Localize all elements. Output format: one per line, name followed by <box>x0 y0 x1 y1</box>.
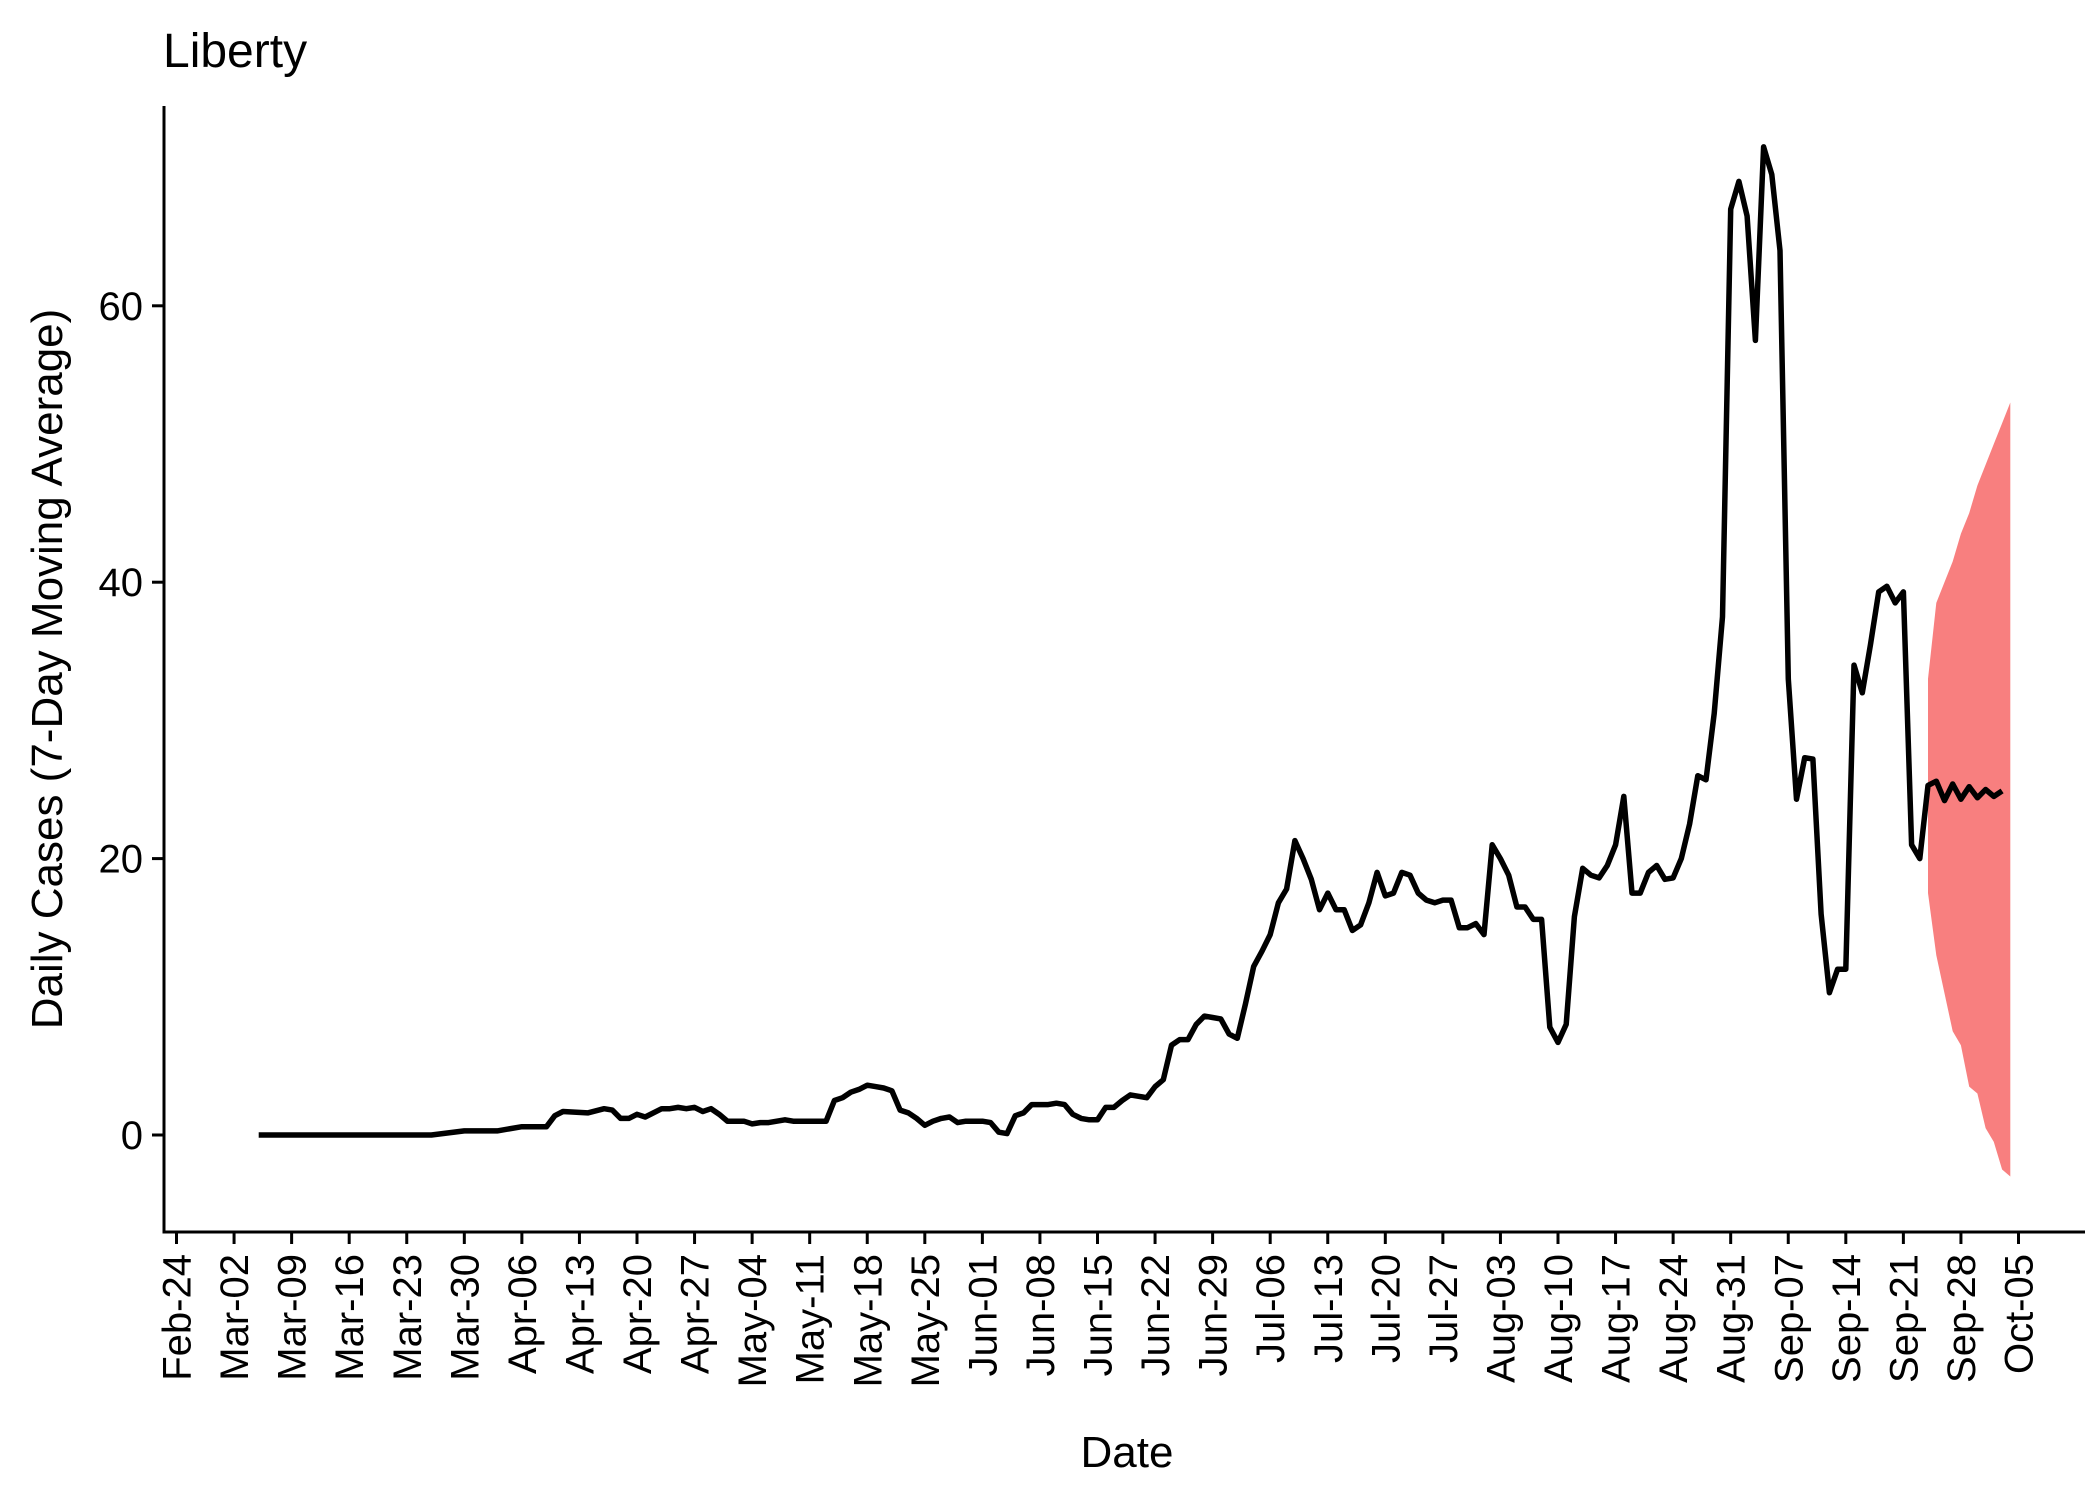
x-axis: Feb-24 Mar-02 Mar-09 Mar-16 Mar-23 Mar-30 Apr-… <box>156 1232 2042 1387</box>
x-tick-label: Feb-24 <box>156 1254 200 1381</box>
x-tick-label: Aug-17 <box>1595 1254 1639 1383</box>
x-tick-label: Jun-22 <box>1134 1254 1178 1376</box>
x-tick-label: Apr-27 <box>674 1254 718 1374</box>
x-tick-label: May-11 <box>789 1254 833 1384</box>
x-tick-label: Mar-30 <box>443 1254 487 1381</box>
x-tick-label: May-04 <box>731 1254 775 1387</box>
x-tick-label: Mar-02 <box>213 1254 257 1381</box>
x-tick-label: Mar-16 <box>328 1254 372 1381</box>
x-tick-label: Jul-13 <box>1307 1254 1351 1363</box>
x-tick-label: Oct-05 <box>1998 1254 2042 1374</box>
x-tick-label: Jun-29 <box>1192 1254 1236 1376</box>
x-tick-label: Sep-28 <box>1940 1254 1984 1383</box>
x-tick-label: Apr-20 <box>616 1254 660 1374</box>
plot-area <box>258 144 2011 1177</box>
x-axis-label: Date <box>1081 1428 1174 1477</box>
y-tick-label: 60 <box>99 285 144 329</box>
y-tick-label: 0 <box>121 1114 143 1158</box>
x-tick-label: Aug-10 <box>1537 1254 1581 1383</box>
x-tick-label: Apr-06 <box>501 1254 545 1374</box>
x-tick-label: Sep-21 <box>1882 1254 1926 1383</box>
x-tick-label: Sep-07 <box>1767 1254 1811 1383</box>
y-axis: 0 20 40 60 <box>99 285 164 1158</box>
x-tick-label: May-18 <box>846 1254 890 1387</box>
x-tick-label: Jul-06 <box>1249 1254 1293 1363</box>
x-tick-label: Jun-15 <box>1077 1254 1121 1376</box>
x-tick-label: Mar-23 <box>386 1254 430 1381</box>
series-line <box>258 144 2004 1138</box>
x-tick-label: Jun-08 <box>1019 1254 1063 1376</box>
x-tick-label: Sep-14 <box>1825 1254 1869 1383</box>
x-tick-label: Jul-27 <box>1422 1254 1466 1363</box>
x-tick-label: Jun-01 <box>961 1254 1005 1376</box>
x-tick-label: Apr-13 <box>558 1254 602 1374</box>
x-tick-label: May-25 <box>904 1254 948 1387</box>
chart-title: Liberty <box>163 25 307 78</box>
y-tick-label: 20 <box>99 838 144 882</box>
x-tick-label: Jul-20 <box>1364 1254 1408 1363</box>
x-tick-label: Aug-31 <box>1710 1254 1754 1383</box>
y-tick-label: 40 <box>99 561 144 605</box>
x-tick-label: Aug-03 <box>1479 1254 1523 1383</box>
x-tick-label: Mar-09 <box>271 1254 315 1381</box>
x-tick-label: Aug-24 <box>1652 1254 1696 1383</box>
y-axis-label: Daily Cases (7-Day Moving Average) <box>23 309 72 1030</box>
